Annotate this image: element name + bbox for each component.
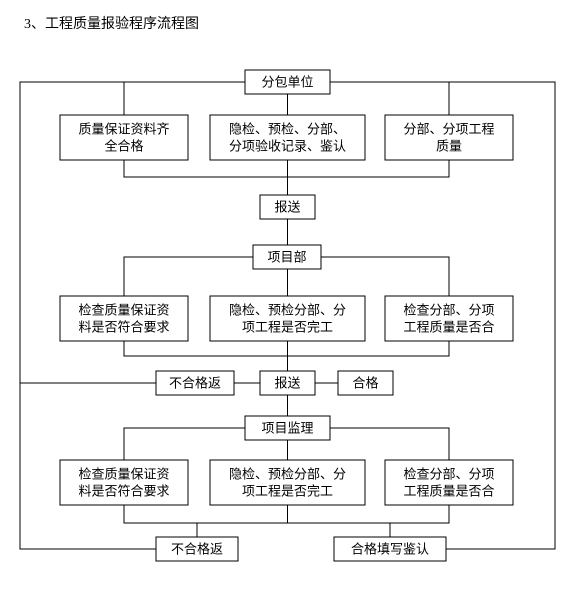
flow-node: 报送	[260, 195, 315, 219]
flow-node: 隐检、预检分部、分项工程是否完工	[210, 296, 365, 341]
node-label: 料是否符合要求	[78, 484, 169, 499]
flow-node: 报送	[260, 371, 315, 395]
node-label: 检查分部、分项	[403, 303, 494, 318]
flow-node: 检查质量保证资料是否符合要求	[60, 296, 188, 341]
node-label: 报送	[274, 200, 300, 215]
node-label: 项目监理	[261, 421, 313, 436]
flow-node: 质量保证资料齐全合格	[60, 115, 188, 160]
node-label: 分部、分项工程	[403, 122, 494, 137]
flow-node: 隐检、预检分部、分项工程是否完工	[210, 460, 365, 505]
node-label: 隐检、预检、分部、	[229, 122, 346, 137]
node-label: 项工程是否完工	[242, 484, 333, 499]
node-label: 全合格	[104, 139, 143, 154]
flow-node: 检查质量保证资料是否符合要求	[60, 460, 188, 505]
node-label: 工程质量是否合	[403, 484, 494, 499]
node-label: 隐检、预检分部、分	[229, 303, 346, 318]
node-label: 工程质量是否合	[403, 320, 494, 335]
node-label: 检查质量保证资	[78, 467, 169, 482]
node-label: 项目部	[267, 250, 306, 265]
flow-node: 合格填写鉴认	[334, 537, 446, 561]
node-label: 不合格返	[171, 542, 223, 557]
node-label: 不合格返	[169, 376, 221, 391]
node-label: 合格填写鉴认	[351, 542, 429, 557]
flow-node: 项目监理	[245, 416, 330, 440]
flow-node: 项目部	[253, 245, 321, 269]
node-label: 质量	[436, 139, 462, 154]
flow-node: 不合格返	[156, 537, 238, 561]
node-label: 合格	[352, 376, 378, 391]
node-label: 隐检、预检分部、分	[229, 467, 346, 482]
flow-node: 分部、分项工程质量	[385, 115, 513, 160]
node-label: 料是否符合要求	[78, 320, 169, 335]
flow-node: 检查分部、分项工程质量是否合	[385, 296, 513, 341]
node-label: 分包单位	[261, 75, 313, 90]
node-label: 报送	[274, 376, 300, 391]
node-label: 分项验收记录、鉴认	[229, 139, 346, 154]
node-label: 质量保证资料齐	[78, 122, 169, 137]
page-title: 3、工程质量报验程序流程图	[24, 16, 199, 32]
flow-node: 分包单位	[245, 70, 330, 94]
flow-node: 不合格返	[156, 371, 234, 395]
flow-node: 合格	[338, 371, 393, 395]
flow-node: 隐检、预检、分部、分项验收记录、鉴认	[210, 115, 365, 160]
node-label: 项工程是否完工	[242, 320, 333, 335]
flow-node: 检查分部、分项工程质量是否合	[385, 460, 513, 505]
node-label: 检查分部、分项	[403, 467, 494, 482]
node-label: 检查质量保证资	[78, 303, 169, 318]
